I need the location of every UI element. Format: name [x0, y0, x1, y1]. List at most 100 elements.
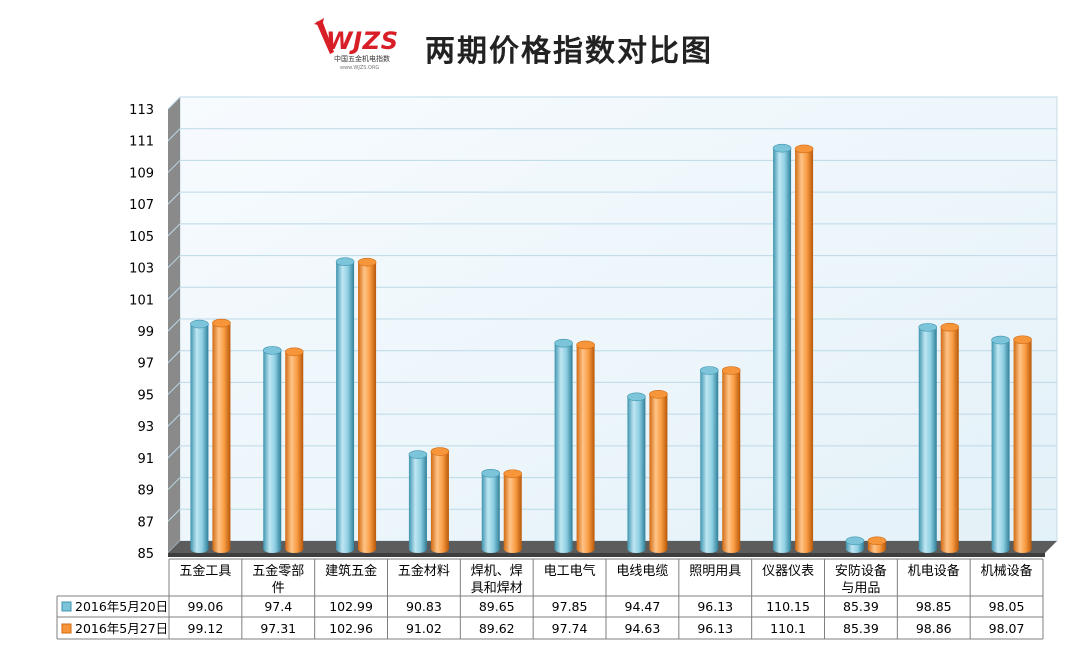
logo-text: WJZS	[326, 27, 398, 55]
bar-top	[554, 338, 573, 348]
bar-base	[190, 545, 209, 553]
bar-top	[357, 257, 377, 267]
bar-base	[358, 545, 377, 553]
bar-top	[991, 335, 1010, 345]
bar-base	[285, 545, 304, 553]
bar-1-11	[918, 323, 938, 553]
bar-body	[358, 262, 377, 549]
logo-url: www.WJZS.ORG	[340, 65, 379, 71]
y-tick-label: 89	[137, 484, 154, 499]
bar-top	[212, 318, 231, 328]
gridline-side	[167, 286, 181, 300]
bar-base	[1013, 545, 1032, 553]
bar-1-8	[699, 366, 719, 553]
bar-body	[795, 148, 814, 549]
bar-body	[773, 148, 792, 549]
bar-2-12	[1013, 335, 1032, 553]
data-label: 99.06	[188, 599, 224, 614]
legend-swatch-1	[61, 601, 72, 612]
bar-2-7	[649, 389, 668, 553]
bar-top	[649, 389, 668, 399]
wjzs-logo: WJZS 中国五金机电指数 www.WJZS.ORG	[314, 18, 398, 71]
bar-2-9	[794, 144, 814, 553]
y-tick-label: 107	[129, 198, 154, 213]
bar-base	[845, 545, 864, 553]
y-tick-label: 105	[129, 230, 154, 245]
data-label: 97.4	[264, 599, 292, 614]
data-label: 98.85	[916, 599, 952, 614]
y-tick-label: 99	[137, 325, 154, 340]
category-label: 件	[272, 581, 285, 596]
category-label: 仪器仪表	[762, 564, 814, 579]
bar-top	[699, 366, 719, 375]
chart-header: WJZS 中国五金机电指数 www.WJZS.ORG 两期价格指数对比图	[0, 0, 1089, 95]
data-label: 97.85	[552, 599, 588, 614]
bar-2-4	[430, 447, 450, 553]
category-label: 电线电缆	[616, 563, 668, 579]
category-label: 照明用具	[689, 564, 741, 579]
bar-body	[649, 394, 668, 549]
bar-body	[408, 454, 427, 549]
y-tick-label: 87	[137, 515, 154, 530]
logo-subtitle: 中国五金机电指数	[334, 54, 390, 63]
bar-base	[795, 545, 814, 553]
bar-base	[554, 545, 573, 553]
gridline-side	[167, 96, 181, 110]
bar-1-6	[554, 338, 573, 553]
bar-body	[722, 370, 741, 549]
y-tick-label: 111	[129, 135, 154, 150]
bar-top	[845, 536, 865, 546]
data-label: 98.07	[989, 621, 1025, 636]
bar-1-1	[190, 319, 209, 553]
bar-top	[1013, 335, 1032, 345]
bar-body	[285, 351, 304, 549]
gridline-side	[167, 255, 181, 268]
bar-base	[867, 545, 886, 553]
bar-top	[794, 144, 814, 154]
bar-top	[190, 319, 209, 329]
category-label: 具和焊材	[471, 580, 523, 596]
data-label: 97.74	[552, 621, 588, 636]
data-label: 90.83	[406, 599, 442, 614]
data-label: 110.1	[770, 621, 806, 636]
category-label: 建筑五金	[325, 563, 377, 579]
bar-base	[576, 545, 595, 553]
bar-1-2	[262, 346, 282, 553]
bar-base	[408, 545, 427, 553]
category-label: 与用品	[841, 581, 880, 596]
bar-top	[262, 346, 282, 355]
data-label: 96.13	[697, 621, 733, 636]
bar-1-5	[481, 468, 501, 553]
bar-base	[212, 545, 231, 553]
gridline-side	[167, 128, 181, 142]
gridline-side	[167, 350, 181, 364]
chart-title: 两期价格指数对比图	[425, 34, 713, 69]
bar-1-12	[991, 335, 1010, 553]
data-label: 98.86	[916, 621, 952, 636]
bar-base	[700, 545, 719, 553]
gridline-side	[167, 508, 181, 522]
bar-2-1	[212, 318, 231, 553]
bar-2-3	[357, 257, 377, 553]
bar-base	[481, 545, 500, 553]
y-tick-label: 103	[129, 262, 154, 277]
bar-top	[721, 366, 741, 375]
category-label: 机电设备	[908, 563, 960, 579]
bar-top	[481, 468, 501, 478]
bar-2-10	[867, 536, 887, 553]
gridline-side	[167, 445, 181, 459]
y-tick-label: 109	[129, 166, 154, 181]
bar-top	[576, 340, 595, 350]
bar-body	[554, 343, 573, 549]
y-tick-label: 101	[129, 293, 154, 308]
bar-top	[408, 450, 428, 459]
data-label: 102.99	[329, 599, 373, 614]
floor-edge	[168, 553, 1045, 557]
bar-body	[940, 327, 959, 549]
bar-base	[430, 545, 449, 553]
gridline-side	[167, 191, 181, 205]
logo-arrow-icon	[316, 20, 334, 54]
bar-body	[481, 473, 500, 549]
